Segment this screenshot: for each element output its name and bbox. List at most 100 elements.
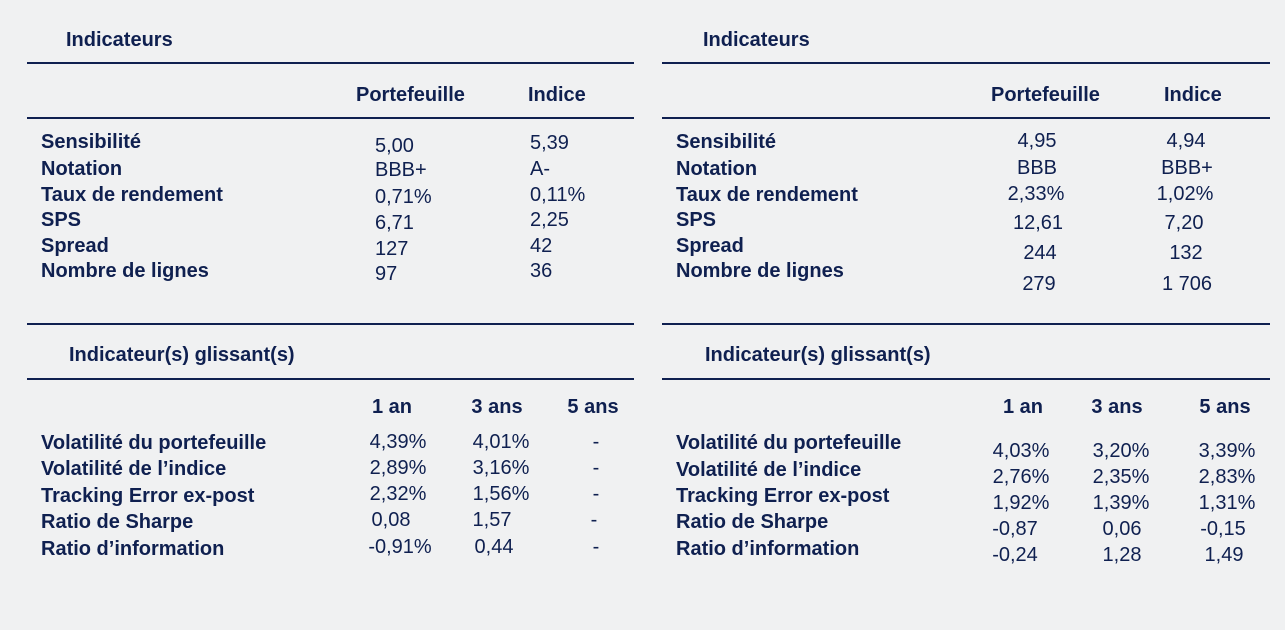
rolling-value-1y: -0,87 (992, 518, 1038, 540)
metric-label: Spread (676, 235, 744, 257)
right-indicators-panel: Indicateurs Portefeuille Indice Sensibil… (662, 0, 1270, 630)
column-header-portfolio: Portefeuille (356, 84, 465, 106)
metric-value-index: A- (530, 158, 550, 180)
metric-value-index: 42 (530, 235, 553, 257)
rolling-label: Ratio d’information (41, 538, 225, 560)
metric-label: SPS (41, 209, 82, 231)
rolling-section-title: Indicateur(s) glissant(s) (705, 344, 931, 366)
rolling-value-5y: -0,15 (1200, 518, 1246, 540)
metric-value-index: 7,20 (1164, 212, 1204, 234)
rolling-value-3y: 1,39% (1092, 492, 1150, 514)
rolling-label: Ratio d’information (676, 538, 860, 560)
metric-value-index: 1 706 (1161, 273, 1213, 295)
rolling-value-1y: 2,32% (369, 483, 427, 505)
rolling-value-5y: 2,83% (1198, 466, 1256, 488)
rolling-label: Tracking Error ex-post (41, 485, 255, 507)
column-header-index: Indice (1164, 84, 1222, 106)
rolling-value-1y: 4,03% (992, 440, 1050, 462)
rolling-label: Tracking Error ex-post (676, 485, 890, 507)
column-header-3y: 3 ans (1091, 396, 1143, 418)
rolling-value-5y: - (592, 536, 600, 558)
metric-value-portfolio: 127 (375, 238, 409, 260)
metric-label: Nombre de lignes (676, 260, 844, 282)
column-header-5y: 5 ans (567, 396, 619, 418)
metric-label: Sensibilité (41, 131, 142, 153)
rolling-value-3y: 1,56% (472, 483, 530, 505)
rolling-value-1y: 2,76% (992, 466, 1050, 488)
column-header-5y: 5 ans (1199, 396, 1251, 418)
metric-value-index: 132 (1169, 242, 1203, 264)
metric-label: Nombre de lignes (41, 260, 209, 282)
rolling-value-1y: 1,92% (992, 492, 1050, 514)
metric-value-index: 0,11% (530, 184, 586, 206)
rolling-value-5y: - (590, 509, 598, 531)
rolling-value-3y: 2,35% (1092, 466, 1150, 488)
rolling-label: Volatilité de l’indice (676, 459, 862, 481)
rolling-label: Volatilité du portefeuille (41, 432, 267, 454)
left-indicators-panel: Indicateurs Portefeuille Indice Sensibil… (27, 0, 634, 630)
metric-label: Taux de rendement (41, 184, 223, 206)
divider (27, 62, 634, 64)
metric-value-portfolio: BBB+ (375, 159, 427, 181)
rolling-value-3y: 3,16% (472, 457, 530, 479)
column-header-1y: 1 an (371, 396, 413, 418)
metric-value-index: 2,25 (530, 209, 569, 231)
metric-label: Sensibilité (676, 131, 777, 153)
divider (27, 323, 634, 325)
metric-label: Notation (41, 158, 123, 180)
divider (662, 323, 1270, 325)
rolling-value-3y: 0,06 (1102, 518, 1142, 540)
metric-value-portfolio: 5,00 (375, 135, 414, 157)
rolling-value-5y: - (592, 483, 600, 505)
section-title: Indicateurs (703, 29, 810, 51)
column-header-3y: 3 ans (471, 396, 523, 418)
rolling-value-3y: 1,28 (1102, 544, 1142, 566)
rolling-value-5y: 1,49 (1204, 544, 1244, 566)
rolling-value-1y: -0,91% (368, 536, 432, 558)
metric-value-portfolio: 97 (375, 263, 398, 285)
metric-value-index: BBB+ (1161, 157, 1213, 179)
rolling-value-3y: 4,01% (472, 431, 530, 453)
metric-value-index: 5,39 (530, 132, 569, 154)
metric-label: Taux de rendement (676, 184, 858, 206)
rolling-value-5y: 3,39% (1198, 440, 1256, 462)
metric-label: Spread (41, 235, 109, 257)
column-header-portfolio: Portefeuille (991, 84, 1100, 106)
divider (27, 378, 634, 380)
rolling-value-1y: 4,39% (369, 431, 427, 453)
metric-value-index: 1,02% (1156, 183, 1214, 205)
section-title: Indicateurs (66, 29, 173, 51)
rolling-value-1y: -0,24 (992, 544, 1038, 566)
divider (662, 378, 1270, 380)
metric-value-portfolio: 2,33% (1007, 183, 1065, 205)
metric-value-index: 4,94 (1166, 130, 1206, 152)
metric-label: SPS (676, 209, 717, 231)
rolling-section-title: Indicateur(s) glissant(s) (69, 344, 295, 366)
metric-value-portfolio: 279 (1022, 273, 1056, 295)
rolling-value-5y: 1,31% (1198, 492, 1256, 514)
rolling-label: Volatilité de l’indice (41, 458, 227, 480)
metric-value-portfolio: 6,71 (375, 212, 414, 234)
metric-value-portfolio: BBB (1016, 157, 1058, 179)
metric-value-index: 36 (530, 260, 553, 282)
rolling-value-5y: - (592, 457, 600, 479)
divider (662, 117, 1270, 119)
rolling-value-3y: 3,20% (1092, 440, 1150, 462)
rolling-label: Ratio de Sharpe (41, 511, 194, 533)
rolling-value-1y: 0,08 (371, 509, 411, 531)
rolling-value-3y: 0,44 (474, 536, 514, 558)
metric-value-portfolio: 0,71% (375, 186, 432, 208)
rolling-label: Volatilité du portefeuille (676, 432, 902, 454)
divider (662, 62, 1270, 64)
column-header-1y: 1 an (1002, 396, 1044, 418)
rolling-value-1y: 2,89% (369, 457, 427, 479)
metric-value-portfolio: 244 (1023, 242, 1057, 264)
rolling-value-5y: - (592, 431, 600, 453)
metric-value-portfolio: 12,61 (1012, 212, 1064, 234)
metric-label: Notation (676, 158, 758, 180)
rolling-label: Ratio de Sharpe (676, 511, 829, 533)
column-header-index: Indice (528, 84, 586, 106)
divider (27, 117, 634, 119)
metric-value-portfolio: 4,95 (1017, 130, 1057, 152)
rolling-value-3y: 1,57 (472, 509, 512, 531)
